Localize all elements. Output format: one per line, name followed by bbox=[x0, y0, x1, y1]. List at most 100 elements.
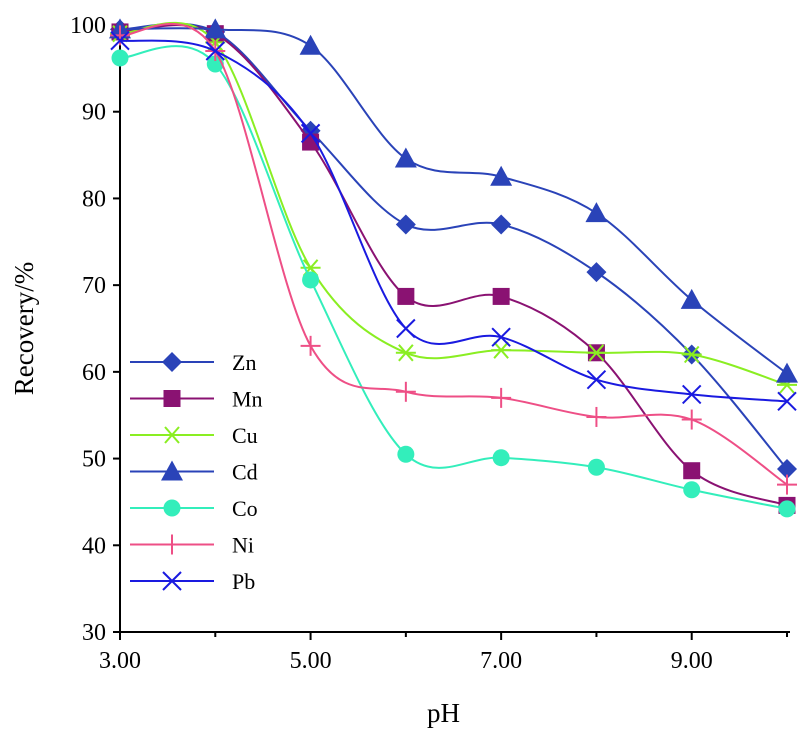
data-point-cu bbox=[395, 344, 416, 362]
x-tick-label: 7.00 bbox=[480, 648, 522, 674]
marker-shape bbox=[777, 391, 797, 412]
data-point-mn bbox=[492, 287, 510, 305]
legend-marker bbox=[162, 352, 182, 372]
data-point-co bbox=[302, 271, 320, 289]
legend-label: Zn bbox=[232, 350, 256, 375]
marker-shape bbox=[299, 34, 322, 55]
x-tick-label: 9.00 bbox=[671, 648, 713, 674]
marker-shape bbox=[162, 571, 182, 591]
y-tick-label: 80 bbox=[82, 186, 106, 212]
data-point-cu bbox=[586, 344, 607, 362]
marker-shape bbox=[588, 344, 605, 362]
data-point-ni bbox=[395, 381, 416, 402]
data-point-ni bbox=[110, 25, 130, 46]
y-tick-label: 50 bbox=[82, 447, 106, 473]
series-line-zn bbox=[119, 22, 788, 470]
marker-shape bbox=[397, 287, 415, 305]
marker-shape bbox=[204, 18, 227, 39]
data-point-co bbox=[683, 481, 701, 499]
legend-label: Pb bbox=[232, 569, 255, 594]
data-point-pb bbox=[777, 391, 797, 412]
marker-shape bbox=[398, 344, 414, 362]
legend-marker bbox=[162, 426, 182, 444]
marker-shape bbox=[396, 318, 416, 339]
data-point-co bbox=[587, 458, 605, 476]
data-point-cd bbox=[394, 147, 417, 168]
data-point-ni bbox=[586, 406, 607, 427]
data-point-zn bbox=[491, 214, 512, 235]
marker-shape bbox=[683, 462, 701, 480]
data-point-cd bbox=[776, 362, 798, 383]
legend-marker bbox=[161, 460, 183, 481]
data-point-cd bbox=[299, 34, 322, 55]
legend-label: Co bbox=[232, 496, 258, 521]
marker-shape bbox=[163, 390, 181, 407]
series-line-pb bbox=[119, 39, 788, 403]
legend-label: Mn bbox=[232, 387, 263, 412]
marker-shape bbox=[493, 341, 509, 359]
marker-shape bbox=[111, 49, 129, 67]
marker-shape bbox=[778, 500, 796, 518]
marker-shape bbox=[205, 41, 225, 61]
marker-shape bbox=[397, 445, 415, 463]
series-line-cu bbox=[119, 21, 788, 386]
y-tick-label: 70 bbox=[82, 273, 106, 299]
data-point-cu bbox=[681, 345, 702, 364]
marker-shape bbox=[300, 123, 321, 144]
data-point-cu bbox=[491, 341, 512, 359]
y-tick-label: 30 bbox=[82, 620, 106, 646]
marker-shape bbox=[587, 458, 605, 476]
data-point-pb bbox=[491, 327, 511, 347]
legend-label: Ni bbox=[232, 533, 254, 558]
data-point-ni bbox=[681, 409, 702, 430]
marker-shape bbox=[776, 362, 798, 383]
data-point-zn bbox=[395, 214, 416, 235]
marker-shape bbox=[586, 262, 607, 283]
legend-marker bbox=[163, 390, 181, 407]
data-point-pb bbox=[682, 384, 702, 405]
marker-shape bbox=[491, 327, 511, 347]
y-tick-label: 40 bbox=[82, 533, 106, 559]
legend-marker bbox=[162, 571, 182, 591]
x-tick-label: 5.00 bbox=[290, 648, 332, 674]
marker-shape bbox=[110, 30, 130, 51]
marker-shape bbox=[586, 369, 607, 390]
marker-shape bbox=[683, 481, 701, 499]
marker-shape bbox=[161, 460, 183, 481]
marker-shape bbox=[395, 214, 416, 235]
y-tick-label: 60 bbox=[82, 360, 106, 386]
data-point-zn bbox=[586, 262, 607, 283]
data-point-pb bbox=[396, 318, 416, 339]
data-point-cd bbox=[585, 202, 608, 223]
legend-marker bbox=[163, 499, 181, 517]
data-point-cd bbox=[490, 165, 513, 186]
legend-label: Cu bbox=[232, 423, 258, 448]
marker-shape bbox=[302, 271, 320, 289]
marker-shape bbox=[394, 147, 417, 168]
data-point-pb bbox=[586, 369, 607, 390]
marker-shape bbox=[683, 345, 700, 364]
data-point-co bbox=[778, 500, 796, 518]
marker-shape bbox=[777, 458, 797, 479]
marker-shape bbox=[680, 288, 703, 309]
marker-shape bbox=[491, 214, 512, 235]
y-axis-title: Recovery/% bbox=[9, 262, 39, 395]
x-tick-label: 3.00 bbox=[99, 648, 141, 674]
data-point-cd bbox=[680, 288, 703, 309]
marker-shape bbox=[492, 449, 510, 467]
data-point-pb bbox=[110, 30, 130, 51]
data-point-zn bbox=[777, 458, 797, 479]
data-point-pb bbox=[205, 41, 225, 61]
series-line-cd bbox=[119, 27, 788, 375]
y-tick-label: 90 bbox=[82, 100, 106, 126]
data-point-ni bbox=[491, 387, 512, 408]
series-line-co bbox=[119, 45, 788, 510]
data-point-ni bbox=[300, 335, 321, 356]
data-point-pb bbox=[300, 123, 321, 144]
series-line-ni bbox=[119, 22, 788, 486]
y-tick-label: 100 bbox=[70, 13, 106, 39]
legend-label: Cd bbox=[232, 460, 258, 485]
marker-shape bbox=[164, 426, 180, 444]
